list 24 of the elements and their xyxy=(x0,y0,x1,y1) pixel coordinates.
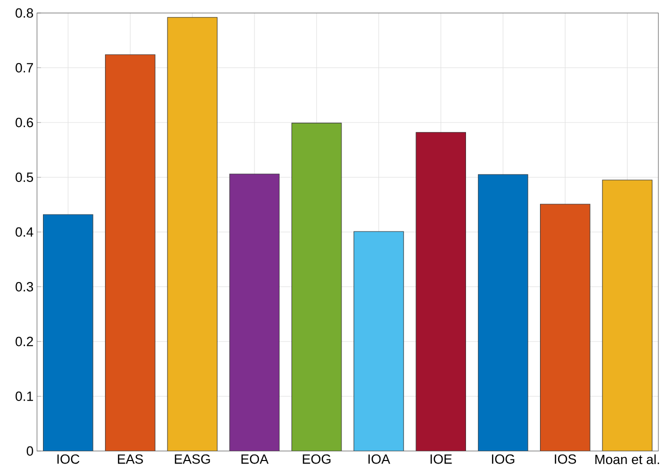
bar xyxy=(478,174,528,451)
bar xyxy=(229,174,280,451)
x-tick-label: EOG xyxy=(302,454,330,464)
x-tick-label: IOA xyxy=(368,454,390,464)
x-tick-label: IOE xyxy=(430,454,452,464)
bar xyxy=(354,231,404,451)
y-tick-label: 0.7 xyxy=(16,63,33,72)
x-tick-label: IOG xyxy=(492,454,514,464)
x-tick-label: EAS xyxy=(118,454,143,464)
y-tick-label: 0 xyxy=(26,446,34,456)
y-tick-label: 0.3 xyxy=(16,282,34,292)
x-tick-label: IOS xyxy=(554,454,576,464)
bar xyxy=(42,214,94,451)
x-tick-label: EASG xyxy=(174,454,210,464)
y-tick-label: 0.4 xyxy=(16,227,34,237)
y-tick-label: 0.6 xyxy=(16,118,34,128)
y-tick-label: 0.8 xyxy=(16,8,34,18)
y-tick-label: 0.5 xyxy=(16,172,34,182)
bar xyxy=(291,122,342,451)
y-tick-label: 0.1 xyxy=(16,392,33,401)
y-tick-label: 0.2 xyxy=(16,336,33,346)
x-tick-label: Moan et al. xyxy=(595,454,660,464)
x-tick-label: IOC xyxy=(57,454,80,464)
x-tick-label: EOA xyxy=(241,454,269,464)
